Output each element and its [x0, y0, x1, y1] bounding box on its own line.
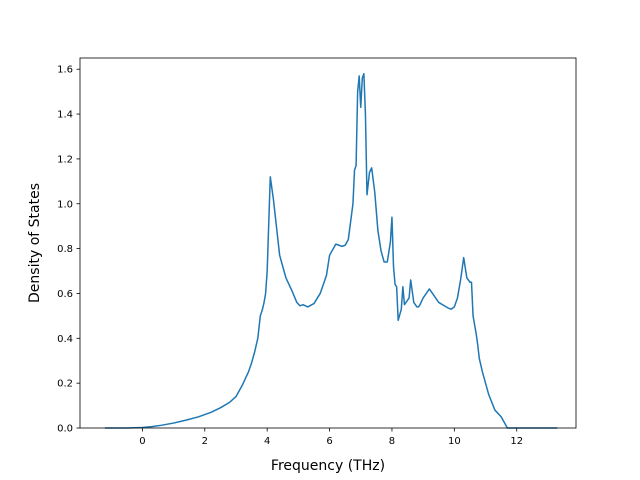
x-axis-label: Frequency (THz): [271, 458, 385, 474]
y-axis-ticks: 0.0 0.2 0.4 0.6 0.8 1.0 1.2 1.4 1.6: [57, 65, 80, 435]
y-axis-label: Density of States: [27, 183, 43, 303]
y-tick-label: 0.2: [57, 379, 73, 390]
x-tick-label: 12: [510, 436, 523, 447]
plot-frame: [79, 57, 577, 429]
y-tick-label: 1.0: [57, 199, 73, 210]
series-line: [104, 72, 558, 429]
x-tick-label: 10: [448, 436, 461, 447]
x-tick-label: 0: [139, 436, 145, 447]
x-tick-label: 4: [264, 436, 270, 447]
x-axis-ticks: 0 2 4 6 8 10 12: [139, 428, 523, 447]
y-tick-label: 0.4: [57, 334, 73, 345]
y-tick-label: 0.0: [57, 424, 73, 435]
y-tick-label: 1.4: [57, 110, 73, 121]
y-tick-label: 1.6: [57, 65, 73, 76]
x-tick-label: 8: [389, 436, 395, 447]
x-tick-label: 2: [202, 436, 208, 447]
y-tick-label: 0.6: [57, 289, 73, 300]
y-tick-label: 1.2: [57, 154, 73, 165]
y-tick-label: 0.8: [57, 244, 73, 255]
x-tick-label: 6: [326, 436, 332, 447]
